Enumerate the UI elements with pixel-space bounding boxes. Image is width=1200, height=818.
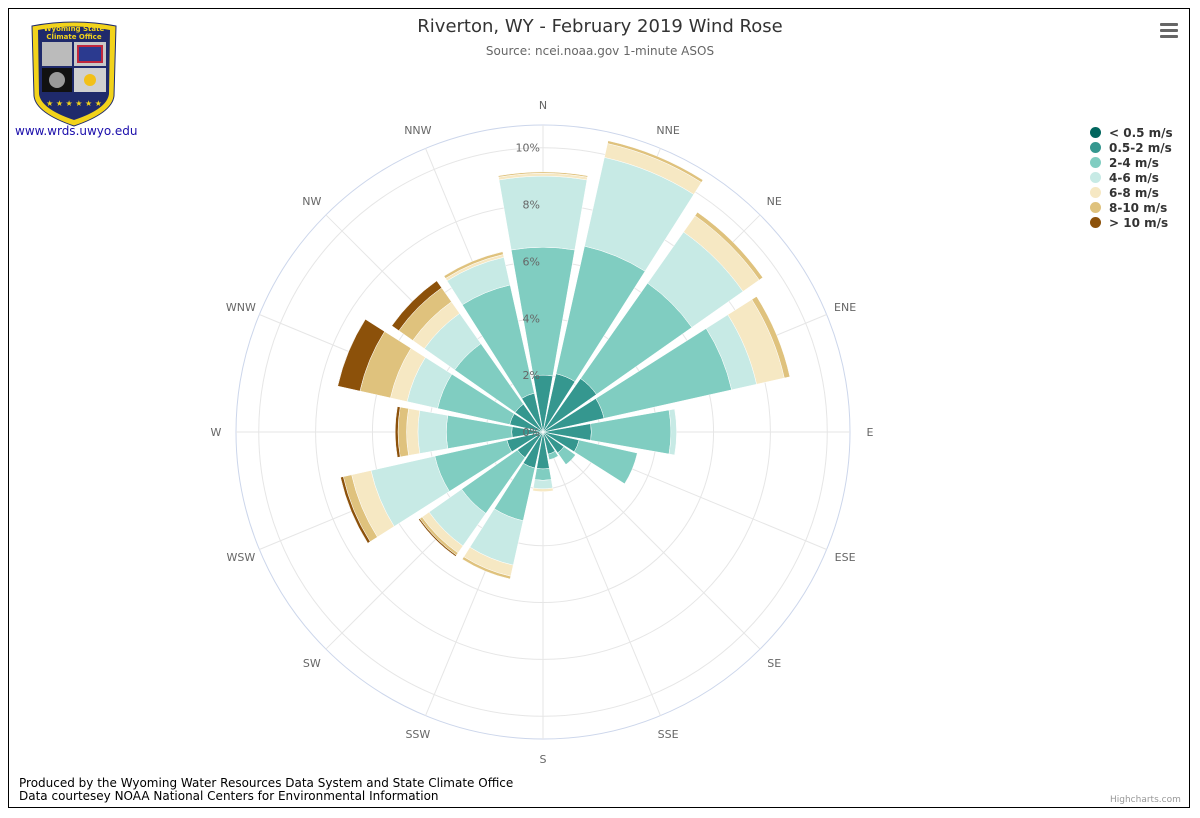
website-link[interactable]: www.wrds.uwyo.edu [15, 124, 138, 138]
direction-label-ne: NE [767, 195, 782, 208]
grid-spoke [542, 431, 661, 716]
bar-segment-s[interactable] [534, 468, 552, 481]
bar-segment-ssw[interactable] [461, 556, 512, 580]
radial-tick-label: 6% [523, 255, 540, 268]
legend-label: 0.5-2 m/s [1109, 140, 1172, 155]
direction-label-e: E [867, 426, 874, 439]
legend-item[interactable]: 0.5-2 m/s [1090, 140, 1173, 155]
legend-item[interactable]: 4-6 m/s [1090, 170, 1173, 185]
axis-labels: 0% 2% 4% 6% 8% 10% N NNE NE ENE E ESE SE SSE S SSW SW WSW… [211, 99, 874, 766]
legend-symbol [1090, 217, 1101, 228]
grid-spoke [542, 431, 761, 650]
bar-segment-nne[interactable] [607, 140, 704, 183]
bar-segment-sw[interactable] [418, 518, 457, 557]
direction-label-w: W [211, 426, 222, 439]
footer-line-2: Data courtesey NOAA National Centers for… [19, 789, 439, 803]
legend-symbol [1090, 187, 1101, 198]
direction-label-nw: NW [302, 195, 321, 208]
radial-tick-label: 10% [516, 142, 540, 155]
direction-label-wsw: WSW [227, 551, 256, 564]
legend-symbol [1090, 172, 1101, 183]
bar-segment-nnw[interactable] [443, 251, 504, 279]
bar-segment-n[interactable] [497, 171, 589, 178]
direction-label-ene: ENE [834, 301, 856, 314]
radial-tick-label: 4% [523, 312, 540, 325]
legend-item[interactable]: > 10 m/s [1090, 215, 1173, 230]
bar-segment-s[interactable] [532, 487, 554, 492]
direction-label-s: S [540, 753, 547, 766]
legend-label: 2-4 m/s [1109, 155, 1159, 170]
legend-label: < 0.5 m/s [1109, 125, 1173, 140]
bar-segment-se[interactable] [557, 446, 576, 465]
logo-text-line1: Wyoming State [44, 25, 105, 33]
logo-text-line2: Climate Office [46, 33, 101, 41]
legend-label: 8-10 m/s [1109, 200, 1168, 215]
legend-label: 6-8 m/s [1109, 185, 1159, 200]
direction-label-ssw: SSW [405, 728, 430, 741]
highcharts-credit[interactable]: Highcharts.com [1110, 795, 1181, 805]
footer-line-1: Produced by the Wyoming Water Resources … [19, 776, 514, 790]
legend-item[interactable]: < 0.5 m/s [1090, 125, 1173, 140]
legend-symbol [1090, 157, 1101, 168]
chart-subtitle: Source: ncei.noaa.gov 1-minute ASOS [485, 44, 715, 58]
radial-tick-label: 8% [523, 199, 540, 212]
legend-item[interactable]: 2-4 m/s [1090, 155, 1173, 170]
legend-item[interactable]: 6-8 m/s [1090, 185, 1173, 200]
direction-label-sw: SW [303, 657, 321, 670]
radial-tick-label: 2% [523, 369, 540, 382]
bar-segment-nw[interactable] [391, 280, 443, 332]
bar-segment-s[interactable] [532, 479, 554, 490]
bar-segment-w[interactable] [417, 410, 449, 454]
direction-label-nne: NNE [656, 124, 679, 137]
legend-symbol [1090, 127, 1101, 138]
radial-tick-label: 0% [523, 426, 540, 439]
climate-office-logo: Wyoming State Climate Office ★ ★ ★ ★ ★ ★ [28, 18, 120, 128]
footer-credits: Produced by the Wyoming Water Resources … [19, 777, 513, 803]
direction-label-ese: ESE [835, 551, 856, 564]
legend-label: 4-6 m/s [1109, 170, 1159, 185]
svg-text:★ ★ ★ ★ ★ ★: ★ ★ ★ ★ ★ ★ [46, 99, 102, 108]
wind-bars [337, 140, 791, 580]
legend-item[interactable]: 8-10 m/s [1090, 200, 1173, 215]
direction-label-sse: SSE [658, 728, 679, 741]
bar-segment-ene[interactable] [751, 296, 791, 379]
bar-segment-w[interactable] [406, 408, 421, 456]
legend-symbol [1090, 202, 1101, 213]
bar-segment-w[interactable] [394, 406, 401, 458]
direction-label-wnw: WNW [226, 301, 256, 314]
bar-segment-ese[interactable] [573, 439, 638, 485]
hamburger-menu-icon[interactable] [1158, 20, 1180, 40]
bar-segment-sse[interactable] [547, 450, 559, 461]
bar-segment-e[interactable] [668, 408, 677, 456]
legend-symbol [1090, 142, 1101, 153]
direction-label-n: N [539, 99, 547, 112]
legend-label: > 10 m/s [1109, 215, 1169, 230]
direction-label-nnw: NNW [404, 124, 431, 137]
bar-segment-wnw[interactable] [337, 318, 385, 392]
bar-segment-wsw[interactable] [340, 476, 371, 544]
chart-legend: < 0.5 m/s 0.5-2 m/s 2-4 m/s 4-6 m/s 6-8 m/s 8… [1090, 125, 1173, 230]
bar-segment-ne[interactable] [694, 211, 764, 281]
shield-logo-icon: Wyoming State Climate Office ★ ★ ★ ★ ★ ★ [31, 21, 117, 127]
chart-title: Riverton, WY - February 2019 Wind Rose [417, 16, 783, 37]
bar-segment-n[interactable] [498, 175, 588, 251]
direction-label-se: SE [767, 657, 781, 670]
chart-container [8, 8, 1190, 808]
